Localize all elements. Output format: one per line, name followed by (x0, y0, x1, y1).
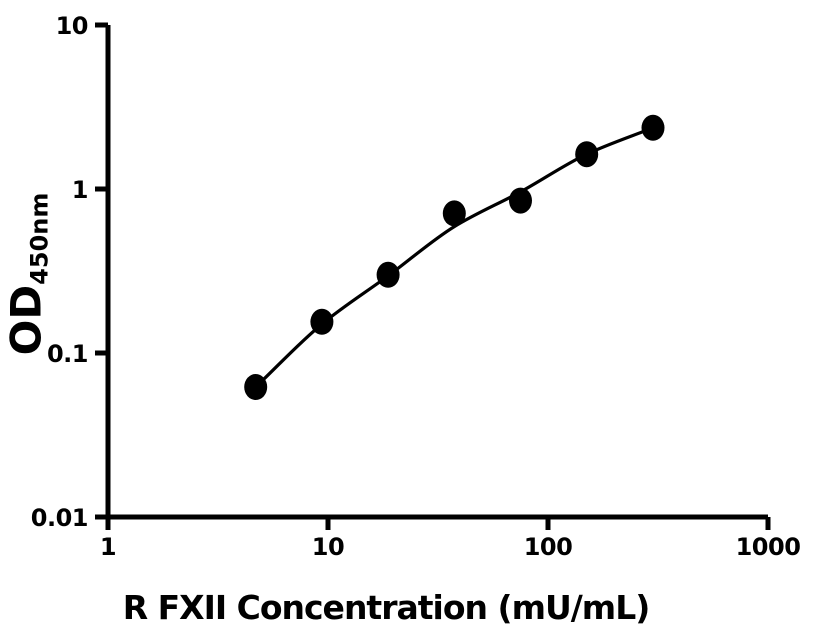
y-axis-title: OD450nm (2, 192, 61, 356)
axes-spine (105, 25, 768, 520)
x-tick-label: 10 (312, 533, 344, 561)
y-tick-label: 0.01 (31, 504, 88, 532)
y-axis-title-subscript: 450nm (25, 192, 54, 285)
data-point (442, 200, 466, 227)
x-tick-label: 1 (100, 533, 116, 561)
y-tick-label: 1 (72, 176, 88, 204)
data-point (310, 308, 334, 335)
x-tick-label: 100 (524, 533, 573, 561)
data-point (376, 261, 400, 288)
x-axis-title: R FXII Concentration (mU/mL) (122, 588, 651, 627)
x-tick-label: 1000 (736, 533, 801, 561)
data-point (575, 141, 599, 168)
data-point (244, 374, 268, 400)
y-tick-label: 10 (56, 12, 88, 40)
y-tick-label: 0.1 (47, 340, 88, 368)
data-point (641, 114, 665, 141)
data-point (509, 187, 532, 214)
fit-curve (254, 126, 655, 389)
y-axis-title-main: OD (1, 284, 51, 356)
